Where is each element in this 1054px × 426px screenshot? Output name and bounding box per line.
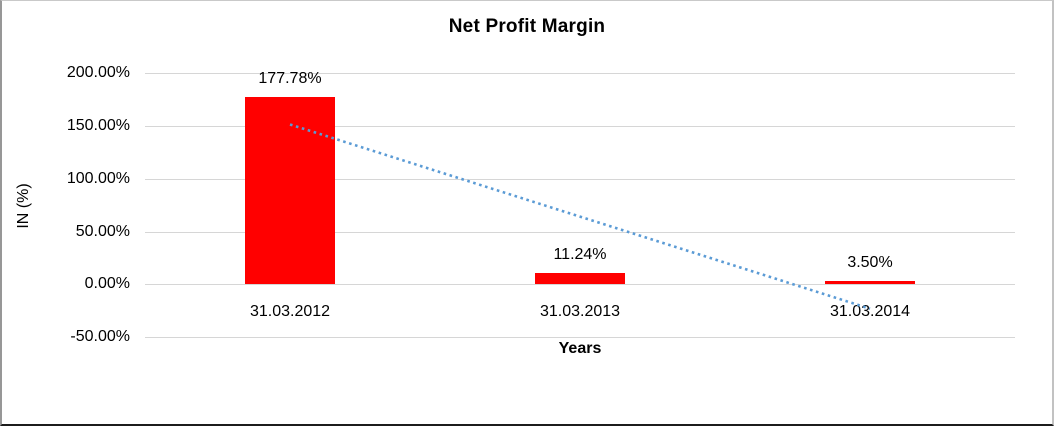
bar-value-label: 11.24% (553, 245, 607, 263)
bar (245, 96, 335, 285)
y-tick-label: 100.00% (66, 169, 130, 187)
x-tick-label: 31.03.2013 (539, 303, 621, 320)
bar (825, 280, 915, 285)
bar-value-label: 3.50% (847, 253, 893, 271)
gridline (145, 337, 1015, 339)
y-tick-label: 50.00% (75, 222, 130, 240)
bar (535, 272, 625, 285)
gridline (145, 73, 1015, 74)
x-tick-label: 31.03.2012 (249, 303, 331, 320)
y-tick-label: 150.00% (66, 116, 130, 134)
y-tick-label: -50.00% (70, 328, 130, 346)
chart-title: Net Profit Margin (448, 16, 606, 37)
y-tick-label: 0.00% (84, 275, 130, 293)
bar-value-label: 177.78% (258, 69, 322, 87)
x-tick-label: 31.03.2014 (829, 303, 911, 320)
y-tick-label: 200.00% (66, 64, 130, 81)
gridline (145, 284, 1015, 286)
x-axis-title: Years (558, 340, 602, 357)
